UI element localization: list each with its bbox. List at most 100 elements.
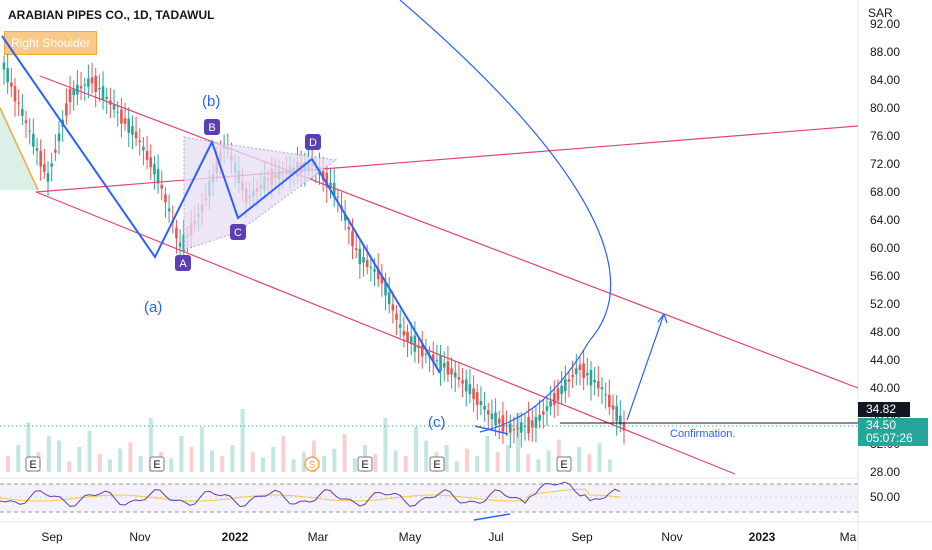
volume-bar bbox=[505, 445, 510, 472]
countdown-label: 05:07:26 bbox=[866, 431, 913, 445]
candle-body bbox=[453, 372, 457, 378]
volume-bar bbox=[179, 436, 184, 472]
candle-body bbox=[424, 353, 428, 355]
candle-body bbox=[32, 133, 35, 147]
target-arrow-line bbox=[626, 313, 665, 421]
candle-body bbox=[586, 373, 589, 376]
candle-body bbox=[479, 401, 483, 406]
c-arrow bbox=[474, 425, 509, 435]
candle-body bbox=[589, 369, 593, 386]
price-tick: 64.00 bbox=[870, 213, 900, 227]
volume-bar bbox=[393, 450, 398, 472]
earnings-marker-label: E bbox=[560, 459, 567, 471]
volume-bar bbox=[199, 427, 204, 472]
volume-bar bbox=[67, 461, 72, 472]
candle-body bbox=[28, 130, 31, 132]
candle-body bbox=[472, 388, 475, 400]
triangle-pattern bbox=[183, 136, 338, 251]
earnings-marker-label: E bbox=[433, 459, 440, 471]
rsi-tick: 50.00 bbox=[870, 490, 900, 504]
candle-body bbox=[164, 194, 167, 203]
candle-body bbox=[494, 412, 497, 426]
time-tick: Sep bbox=[41, 530, 63, 544]
candle-body bbox=[450, 368, 453, 375]
candle-body bbox=[354, 248, 358, 250]
time-tick: May bbox=[399, 530, 422, 544]
candle-body bbox=[600, 387, 604, 390]
candle-body bbox=[101, 86, 105, 101]
last-price-box bbox=[858, 402, 910, 417]
candle-body bbox=[413, 335, 417, 352]
right-shoulder-badge[interactable]: Right Shoulder bbox=[4, 31, 98, 55]
candle-body bbox=[182, 234, 186, 252]
volume-bar bbox=[597, 443, 602, 472]
candle-body bbox=[153, 164, 156, 175]
candle-body bbox=[50, 163, 53, 167]
volume-bar bbox=[108, 459, 112, 472]
pattern-point-label: C bbox=[234, 227, 242, 239]
candle-body bbox=[373, 269, 376, 272]
candle-body bbox=[116, 111, 120, 113]
candle-body bbox=[167, 208, 171, 212]
price-tick: 48.00 bbox=[870, 325, 900, 339]
candle-body bbox=[134, 131, 138, 139]
candle-body bbox=[65, 103, 68, 116]
volume-bar bbox=[414, 427, 418, 472]
candle-body bbox=[123, 118, 127, 124]
candle-body bbox=[549, 400, 552, 407]
target-arrow-head bbox=[657, 313, 668, 324]
candle-body bbox=[534, 416, 538, 428]
candle-body bbox=[120, 109, 123, 124]
candle-body bbox=[54, 149, 57, 153]
rsi-divergence-arrow bbox=[473, 513, 511, 521]
volume-bar bbox=[220, 455, 225, 472]
candle-body bbox=[138, 140, 142, 143]
candle-body bbox=[446, 361, 450, 375]
split-marker-label: S bbox=[309, 460, 316, 471]
split-marker bbox=[304, 456, 320, 472]
volume-bar bbox=[6, 455, 10, 472]
candle-body bbox=[76, 84, 79, 95]
candle-body bbox=[380, 276, 384, 284]
volume-bar bbox=[536, 459, 541, 472]
wave-label-c: (c) bbox=[428, 414, 446, 431]
time-tick: Nov bbox=[129, 530, 150, 544]
pattern-point-label: A bbox=[179, 258, 187, 270]
candle-body bbox=[615, 406, 618, 422]
volume-bar bbox=[424, 440, 429, 472]
candle-body bbox=[336, 196, 340, 198]
pattern-point-label: B bbox=[208, 122, 215, 134]
candle-body bbox=[395, 313, 398, 320]
price-tick: 40.00 bbox=[870, 381, 900, 395]
candle-body bbox=[94, 76, 98, 92]
volume-bar bbox=[291, 459, 296, 472]
candle-body bbox=[39, 150, 42, 167]
candle-body bbox=[351, 231, 354, 247]
candle-body bbox=[475, 392, 479, 405]
volume-bar bbox=[148, 418, 153, 472]
volume-bar bbox=[475, 455, 480, 472]
price-tick: 68.00 bbox=[870, 185, 900, 199]
candle-body bbox=[178, 242, 182, 247]
earnings-marker bbox=[357, 456, 373, 472]
candle-body bbox=[552, 393, 556, 406]
volume-bar bbox=[46, 436, 51, 472]
volume-bar bbox=[118, 448, 123, 472]
price-tick: 72.00 bbox=[870, 157, 900, 171]
candle-body bbox=[46, 172, 50, 182]
resistance-trendline bbox=[35, 125, 859, 193]
volume-bar bbox=[485, 436, 490, 472]
candle-body bbox=[439, 355, 442, 372]
candle-body bbox=[384, 282, 387, 296]
candle-body bbox=[582, 363, 585, 379]
pattern-point-label: D bbox=[309, 137, 317, 149]
price-tick: 76.00 bbox=[870, 129, 900, 143]
candle-body bbox=[468, 384, 472, 395]
candle-body bbox=[369, 266, 373, 268]
candle-body bbox=[483, 405, 486, 410]
candle-body bbox=[516, 428, 519, 430]
current-price-label: 34.50 bbox=[866, 418, 896, 432]
candle-body bbox=[442, 363, 446, 368]
